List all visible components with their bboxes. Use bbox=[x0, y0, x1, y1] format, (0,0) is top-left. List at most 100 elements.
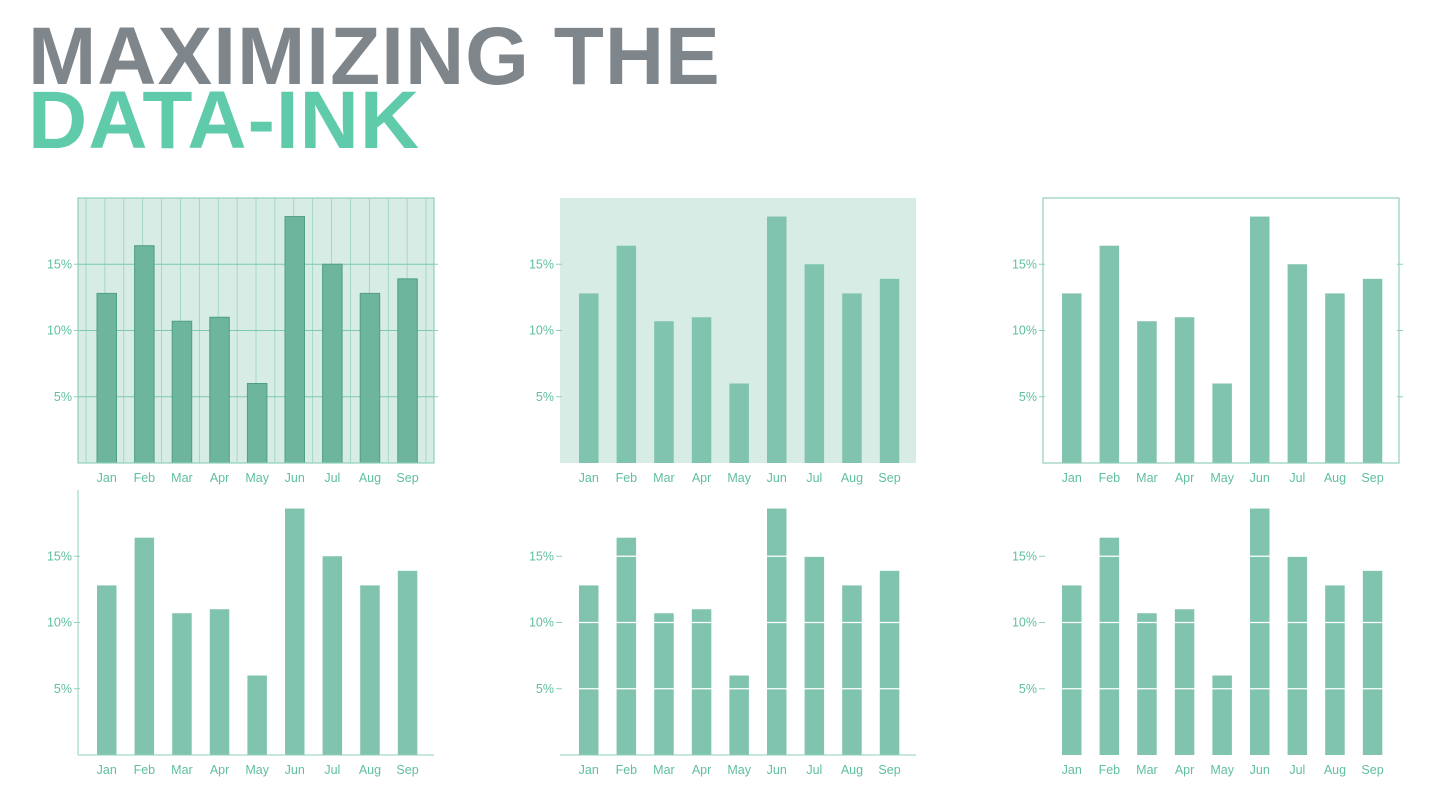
x-tick-label: Jan bbox=[579, 763, 599, 777]
bar-may bbox=[1212, 383, 1232, 463]
y-tick-label: 10% bbox=[47, 616, 72, 630]
y-tick-label: 5% bbox=[54, 682, 72, 696]
x-tick-label: Apr bbox=[692, 471, 711, 485]
y-tick-label: 5% bbox=[54, 390, 72, 404]
y-tick-label: 10% bbox=[47, 324, 72, 338]
x-tick-label: Feb bbox=[1099, 763, 1121, 777]
bar-sep bbox=[397, 570, 418, 755]
bar-chart-minimal-white-grid: 5% 10% 15% Jan Feb Mar Apr May Jun Jul Aug Sep bbox=[1012, 508, 1399, 777]
y-tick-label: 15% bbox=[529, 549, 554, 563]
bar-sep bbox=[879, 570, 900, 755]
x-tick-label: Apr bbox=[692, 763, 711, 777]
x-tick-label: Feb bbox=[134, 471, 156, 485]
y-tick-label: 5% bbox=[536, 682, 554, 696]
bar-jul bbox=[322, 263, 343, 464]
slide-title-line-2: DATA-INK bbox=[28, 75, 421, 166]
bar-sep bbox=[397, 278, 418, 464]
bar-feb bbox=[616, 245, 637, 463]
bar-sep bbox=[1362, 570, 1383, 755]
bar-jan bbox=[1062, 585, 1082, 755]
y-tick-label: 15% bbox=[47, 257, 72, 271]
bar-feb bbox=[616, 537, 637, 755]
bar-jun bbox=[285, 508, 305, 755]
bar-aug bbox=[1325, 585, 1345, 755]
bar-may bbox=[246, 383, 268, 464]
bar-apr bbox=[209, 609, 230, 755]
bar-aug bbox=[842, 585, 862, 755]
x-tick-label: May bbox=[245, 471, 269, 485]
bar-jul bbox=[1287, 556, 1308, 755]
bar-apr bbox=[209, 316, 230, 464]
bar-aug bbox=[359, 292, 381, 464]
y-tick-label: 10% bbox=[1012, 324, 1037, 338]
x-tick-label: Mar bbox=[171, 763, 193, 777]
bar-apr bbox=[1174, 317, 1195, 463]
bar-jul bbox=[804, 556, 825, 755]
x-tick-label: Jul bbox=[324, 763, 340, 777]
y-tick-label: 15% bbox=[529, 257, 554, 271]
x-tick-label: Sep bbox=[878, 471, 900, 485]
bar-chart-heavy-grid: 5% 10% 15% Jan Feb Mar Apr May Jun Jul Aug Sep bbox=[47, 197, 438, 485]
x-tick-label: Sep bbox=[396, 471, 418, 485]
x-tick-label: Apr bbox=[1175, 471, 1194, 485]
x-tick-label: Jan bbox=[1062, 763, 1082, 777]
x-tick-label: Sep bbox=[1361, 763, 1383, 777]
x-tick-label: May bbox=[727, 763, 751, 777]
bar-jan bbox=[97, 585, 117, 755]
bar-jun bbox=[767, 216, 787, 463]
x-tick-label: Aug bbox=[841, 471, 863, 485]
y-tick-label: 15% bbox=[1012, 257, 1037, 271]
x-tick-label: Aug bbox=[1324, 471, 1346, 485]
bar-mar bbox=[171, 320, 193, 464]
x-tick-label: Aug bbox=[359, 471, 381, 485]
y-tick-label: 10% bbox=[529, 324, 554, 338]
x-tick-label: Sep bbox=[1361, 471, 1383, 485]
x-tick-label: Jan bbox=[1062, 471, 1082, 485]
bar-sep bbox=[879, 278, 900, 463]
x-tick-label: Feb bbox=[616, 471, 638, 485]
bar-apr bbox=[1174, 609, 1195, 755]
x-tick-label: Jun bbox=[767, 763, 787, 777]
bar-jul bbox=[804, 264, 825, 463]
y-tick-label: 10% bbox=[1012, 616, 1037, 630]
bar-chart-background-only: 5% 10% 15% Jan Feb Mar Apr May Jun Jul Aug Sep bbox=[529, 198, 916, 485]
y-tick-label: 5% bbox=[536, 390, 554, 404]
x-tick-label: Jul bbox=[1289, 763, 1305, 777]
bar-mar bbox=[1137, 613, 1157, 755]
bar-may bbox=[729, 383, 749, 463]
x-tick-label: Aug bbox=[1324, 763, 1346, 777]
x-tick-label: May bbox=[727, 471, 751, 485]
x-tick-label: May bbox=[1210, 471, 1234, 485]
x-tick-label: Jun bbox=[1250, 471, 1270, 485]
x-tick-label: Aug bbox=[359, 763, 381, 777]
x-tick-label: Apr bbox=[1175, 763, 1194, 777]
x-tick-label: Feb bbox=[1099, 471, 1121, 485]
bar-may bbox=[1212, 675, 1232, 755]
y-tick-label: 5% bbox=[1019, 390, 1037, 404]
bar-jul bbox=[1287, 264, 1308, 463]
slide-title-line-1: MAXIMIZING THE bbox=[28, 11, 721, 102]
bar-mar bbox=[1137, 321, 1157, 463]
x-tick-label: Sep bbox=[396, 763, 418, 777]
bar-mar bbox=[654, 321, 674, 463]
x-tick-label: Jun bbox=[1250, 763, 1270, 777]
x-tick-label: Jan bbox=[97, 471, 117, 485]
x-tick-label: Jan bbox=[97, 763, 117, 777]
bar-aug bbox=[1325, 293, 1345, 463]
bar-feb bbox=[1099, 245, 1120, 463]
y-tick-label: 5% bbox=[1019, 682, 1037, 696]
bar-feb bbox=[134, 537, 155, 755]
bar-jun bbox=[1250, 508, 1270, 755]
x-tick-label: Jul bbox=[806, 471, 822, 485]
x-tick-label: Mar bbox=[653, 763, 675, 777]
bar-jan bbox=[579, 585, 599, 755]
x-tick-label: Mar bbox=[171, 471, 193, 485]
bar-jan bbox=[96, 292, 117, 464]
bar-jan bbox=[1062, 293, 1082, 463]
bar-apr bbox=[691, 317, 712, 463]
bar-feb bbox=[1099, 537, 1120, 755]
x-tick-label: Aug bbox=[841, 763, 863, 777]
y-tick-label: 15% bbox=[47, 549, 72, 563]
x-tick-label: Mar bbox=[1136, 471, 1158, 485]
y-tick-label: 15% bbox=[1012, 549, 1037, 563]
